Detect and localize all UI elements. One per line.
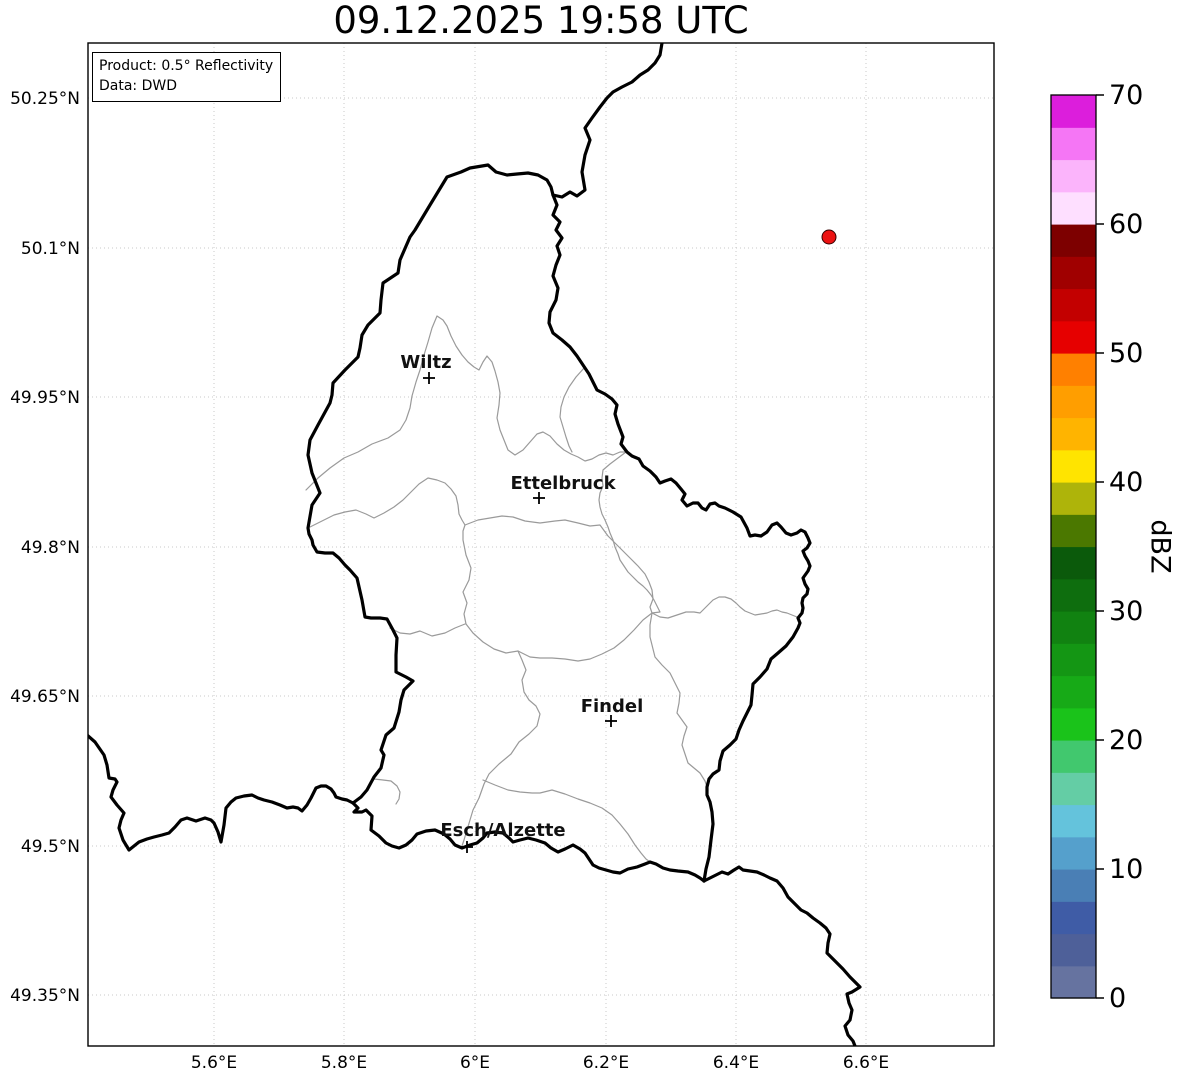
figure-title: 09.12.2025 19:58 UTC [333, 0, 749, 42]
colorbar-segment [1051, 95, 1096, 128]
district-border [309, 477, 466, 528]
city-label: Findel [581, 696, 644, 717]
colorbar-segment [1051, 546, 1096, 580]
district-border [651, 596, 798, 619]
colorbar-segment [1051, 159, 1096, 193]
colorbar-segment [1051, 675, 1096, 709]
colorbar-segment [1051, 965, 1096, 999]
colorbar-tick-label: 70 [1109, 80, 1143, 111]
x-tick-label: 6.6°E [843, 1053, 889, 1073]
city-wiltz: Wiltz [400, 352, 452, 384]
product-info-box: Product: 0.5° Reflectivity Data: DWD [92, 52, 282, 102]
colorbar-segment [1051, 288, 1096, 322]
city-findel: Findel [581, 696, 644, 727]
national-border [306, 163, 555, 805]
grid-layer [88, 43, 994, 1046]
product-line: Product: 0.5° Reflectivity [99, 58, 274, 74]
district-border [482, 779, 651, 863]
colorbar-outline [1050, 94, 1097, 999]
city-esch-alzette: Esch/Alzette [440, 820, 566, 853]
district-border [559, 366, 586, 453]
y-tick-label: 49.95°N [10, 388, 80, 408]
district-border [305, 315, 627, 491]
data-source-line: Data: DWD [99, 78, 177, 95]
city-ettelbruck: Ettelbruck [510, 473, 617, 504]
colorbar-tick-label: 40 [1109, 467, 1143, 498]
district-border [373, 778, 401, 805]
colorbar-tick-label: 0 [1109, 983, 1126, 1014]
colorbar-segment [1051, 740, 1096, 773]
map-layer [88, 43, 862, 1046]
national-border [351, 801, 706, 883]
x-tick-label: 6.4°E [713, 1053, 759, 1073]
colorbar-segment [1051, 320, 1096, 354]
national-border [88, 733, 355, 852]
x-tick-label: 5.8°E [321, 1053, 367, 1073]
radar-site-dot [821, 229, 837, 245]
colorbar-segment [1051, 804, 1096, 838]
colorbar-segment [1051, 772, 1096, 806]
colorbar-segment [1051, 707, 1096, 741]
national-border [547, 193, 812, 883]
colorbar-segment [1051, 933, 1096, 967]
colorbar-segment [1051, 385, 1096, 419]
district-border [461, 650, 541, 847]
colorbar-axis-label: dBZ [1144, 519, 1176, 574]
y-tick-label: 49.35°N [10, 986, 80, 1006]
y-tick-label: 50.1°N [21, 239, 80, 259]
city-label: Ettelbruck [510, 473, 616, 494]
colorbar-segment [1051, 127, 1096, 161]
y-tick-label: 49.5°N [21, 837, 80, 857]
district-border [649, 612, 709, 791]
colorbar-segment [1051, 578, 1096, 612]
city-label: Esch/Alzette [440, 820, 565, 841]
colorbar-tick-label: 30 [1109, 596, 1143, 627]
national-border [702, 865, 862, 1046]
colorbar-segment [1051, 611, 1096, 644]
colorbar-segment [1051, 256, 1096, 290]
colorbar-segment [1051, 224, 1096, 257]
x-tick-label: 6°E [460, 1053, 490, 1073]
colorbar-segment [1051, 482, 1096, 515]
colorbar-segment [1051, 449, 1096, 483]
colorbar-tick-label: 50 [1109, 338, 1143, 369]
y-tick-label: 50.25°N [10, 89, 80, 109]
colorbar-segment [1051, 836, 1096, 870]
y-tick-label: 49.8°N [21, 538, 80, 558]
y-tick-label: 49.65°N [10, 687, 80, 707]
colorbar-segment [1051, 901, 1096, 935]
district-border [462, 515, 654, 662]
plot-frame [87, 42, 995, 1047]
national-border [551, 43, 664, 199]
x-tick-label: 6.2°E [583, 1053, 629, 1073]
colorbar-tick-label: 10 [1109, 854, 1143, 885]
colorbar-segment [1051, 514, 1096, 548]
district-border [598, 451, 661, 614]
colorbar-segment [1051, 869, 1096, 902]
x-tick-label: 5.6°E [191, 1053, 237, 1073]
colorbar-segment [1051, 191, 1096, 225]
colorbar: 0 10 20 30 40 50 60 70 [1050, 80, 1143, 1014]
district-border [389, 623, 466, 637]
city-label: Wiltz [400, 352, 451, 373]
colorbar-segment [1051, 417, 1096, 451]
colorbar-segment [1051, 643, 1096, 677]
colorbar-tick-label: 60 [1109, 209, 1143, 240]
colorbar-tick-label: 20 [1109, 725, 1143, 756]
colorbar-segment [1051, 353, 1096, 386]
